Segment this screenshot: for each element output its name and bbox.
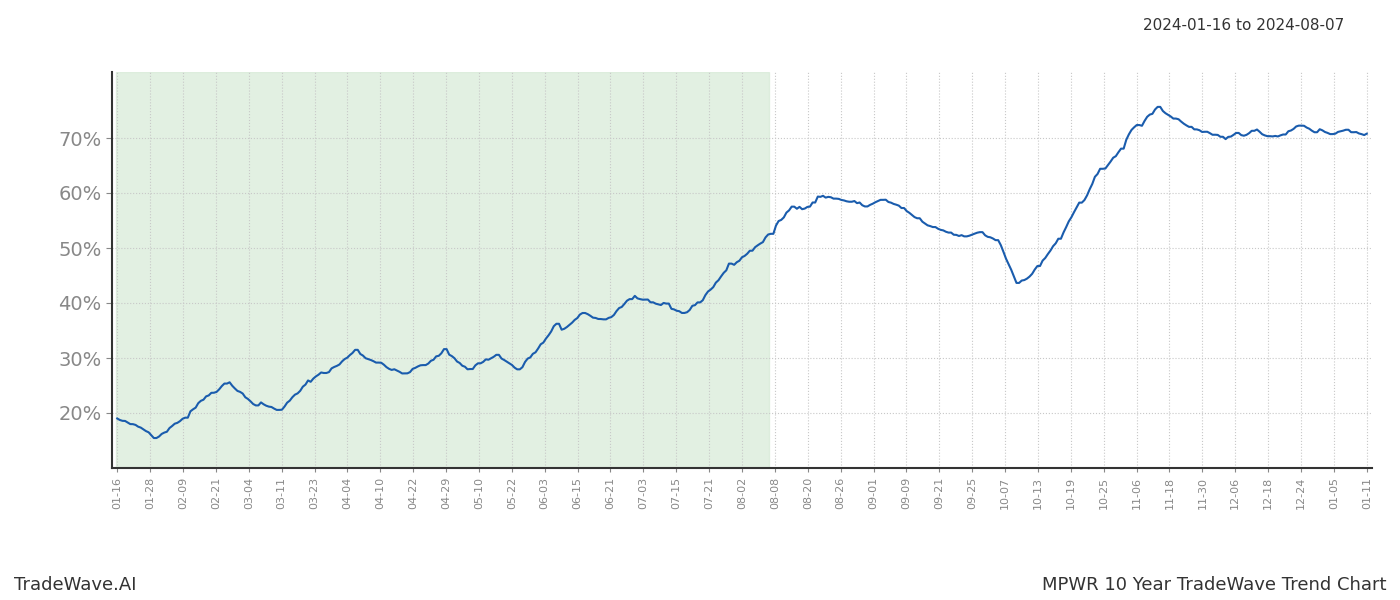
Text: TradeWave.AI: TradeWave.AI: [14, 576, 137, 594]
Text: MPWR 10 Year TradeWave Trend Chart: MPWR 10 Year TradeWave Trend Chart: [1042, 576, 1386, 594]
Text: 2024-01-16 to 2024-08-07: 2024-01-16 to 2024-08-07: [1142, 18, 1344, 33]
Bar: [116, 72, 770, 468]
